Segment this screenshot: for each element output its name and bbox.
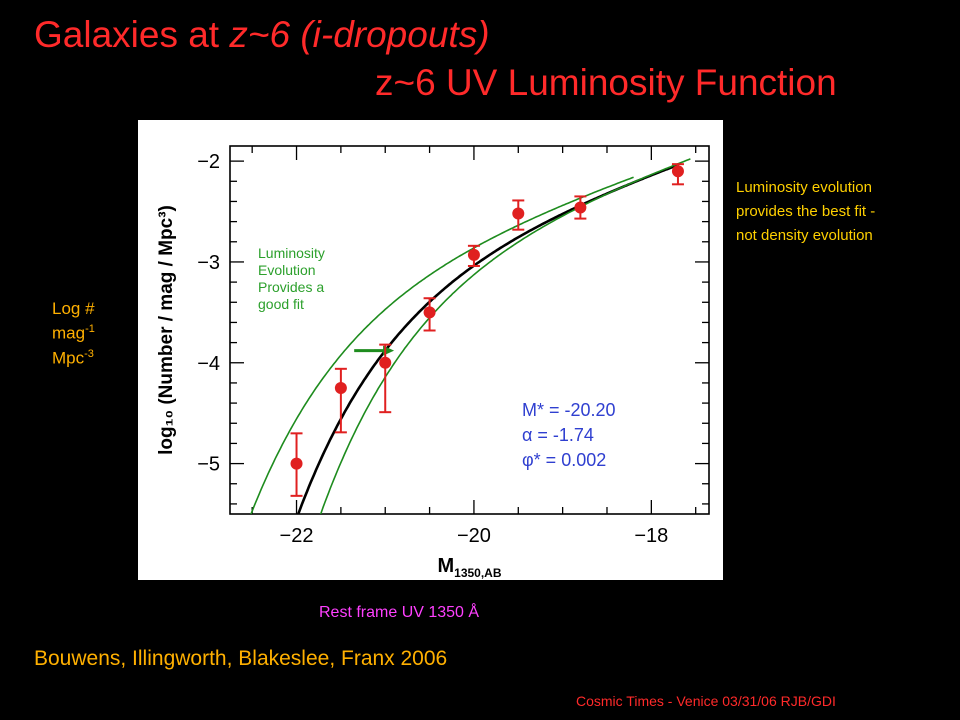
lum-evo-line: Evolution	[258, 262, 316, 278]
side-ylabel-line2: mag-1	[52, 323, 95, 343]
x-tick-label: −22	[280, 525, 314, 547]
luminosity-evolution-label: Luminosity Evolution Provides a good fit	[258, 245, 325, 313]
luminosity-evolution-curve	[250, 176, 634, 514]
title-part-z: z~6	[229, 14, 301, 55]
side-y-label: Log # mag-1 Mpc-3	[52, 298, 95, 368]
luminosity-evolution-curve	[319, 158, 691, 514]
lum-evo-line: Provides a	[258, 279, 325, 295]
data-point	[334, 381, 347, 394]
x-axis-label: M1350,AB	[437, 555, 501, 580]
side-ylabel-line1: Log #	[52, 299, 95, 318]
lum-evo-line: Luminosity	[258, 245, 325, 261]
rest-frame-note: Rest frame UV 1350 Å	[319, 604, 480, 621]
data-point	[512, 207, 525, 220]
lum-note-line: not density evolution	[736, 227, 873, 244]
data-point	[290, 457, 303, 470]
x-tick-label: −18	[634, 525, 668, 547]
luminosity-evolution-note: Luminosity evolution provides the best f…	[736, 176, 875, 248]
title-part-dropouts: (i-dropouts)	[300, 14, 490, 55]
data-point	[379, 356, 392, 369]
chart-svg: −22 −20 −18 −2 −3 −4 −5 M1350,AB log₁₀ (Number /…	[156, 145, 710, 580]
data-point	[574, 201, 587, 214]
lum-note-line: Luminosity evolution	[736, 179, 872, 196]
data-point	[671, 165, 684, 178]
y-tick-label: −5	[197, 454, 220, 476]
param-mstar: M* = -20.20	[522, 400, 616, 420]
title-line-2: z~6 UV Luminosity Function	[375, 62, 837, 103]
y-tick-label: −3	[197, 252, 220, 274]
plot-frame	[229, 145, 710, 515]
param-alpha: α = -1.74	[522, 425, 594, 445]
y-tick-label: −4	[197, 353, 220, 375]
data-point	[423, 306, 436, 319]
lum-note-line: provides the best fit -	[736, 203, 876, 220]
side-ylabel-line3: Mpc-3	[52, 347, 94, 368]
luminosity-function-plot: −22 −20 −18 −2 −3 −4 −5 M1350,AB log₁₀ (Number /…	[138, 120, 723, 580]
title-part-a: Galaxies at	[34, 14, 230, 55]
x-tick-label: −20	[457, 525, 491, 547]
footer-credit: Cosmic Times - Venice 03/31/06 RJB/GDI	[576, 693, 836, 709]
title-line-1: Galaxies at z~6 (i-dropouts)	[34, 14, 490, 56]
data-point	[467, 248, 480, 261]
best-fit-curve	[296, 163, 679, 514]
authors-credit: Bouwens, Illingworth, Blakeslee, Franx 2…	[34, 647, 448, 670]
param-phistar: φ* = 0.002	[522, 450, 607, 470]
schechter-parameters: M* = -20.20 α = -1.74 φ* = 0.002	[522, 398, 616, 473]
lum-evo-line: good fit	[258, 296, 304, 312]
y-axis-label: log₁₀ (Number / mag / Mpc³)	[156, 205, 177, 455]
y-tick-label: −2	[197, 151, 220, 173]
